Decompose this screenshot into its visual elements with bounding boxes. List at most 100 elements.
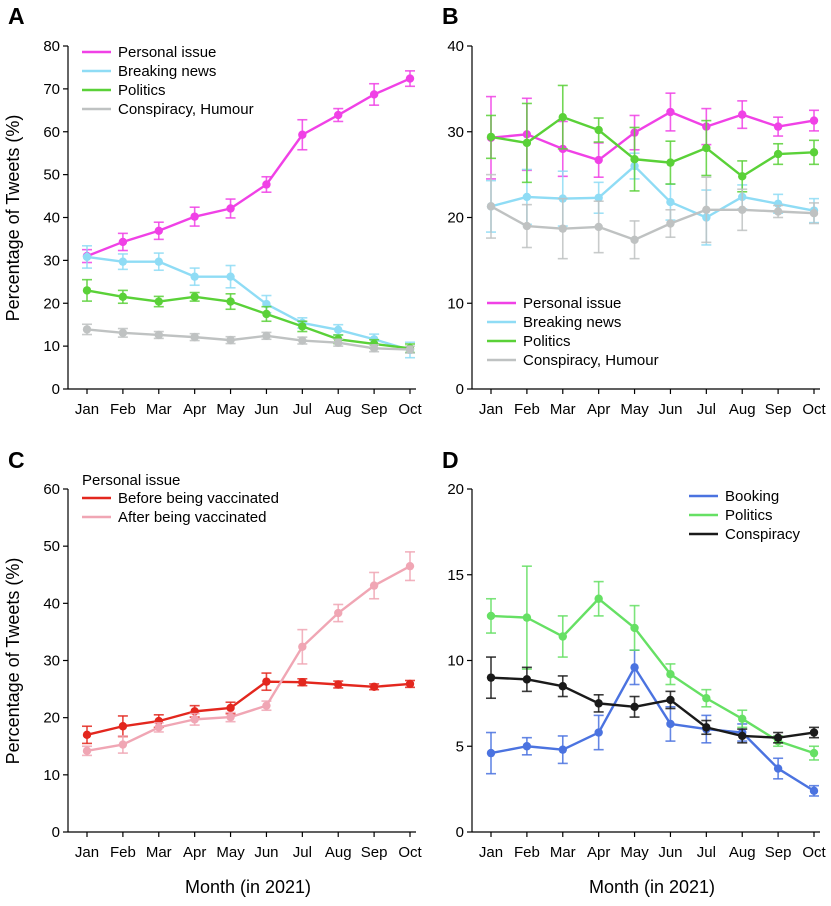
series-personal-issue	[82, 70, 415, 264]
y-axis-title-top: Percentage of Tweets (%)	[3, 115, 23, 322]
x-tick-label: May	[216, 401, 245, 418]
series-booking	[486, 649, 819, 797]
series-conspiracy-humour	[82, 323, 415, 354]
x-tick-label: May	[620, 844, 649, 861]
x-tick-label: Aug	[325, 401, 352, 418]
series-politics	[486, 565, 819, 761]
data-point	[82, 286, 92, 295]
data-point	[594, 594, 603, 603]
x-tick-label: Jun	[658, 401, 682, 418]
y-tick-label: 0	[52, 824, 60, 841]
x-tick-label: Apr	[587, 401, 610, 418]
data-point	[486, 202, 496, 211]
legend-label: Conspiracy, Humour	[523, 352, 659, 369]
data-point	[369, 581, 379, 590]
x-axis-title-right: Month (in 2021)	[589, 877, 715, 897]
legend-label: Before being vaccinated	[118, 490, 279, 507]
x-tick-label: Aug	[325, 844, 352, 861]
y-tick-label: 60	[43, 124, 60, 141]
data-point	[594, 193, 603, 202]
series-conspiracy-humour	[486, 173, 819, 260]
data-point	[702, 205, 711, 214]
data-point	[334, 680, 343, 689]
data-point	[334, 110, 343, 120]
data-point	[666, 670, 675, 679]
data-point	[809, 148, 819, 157]
data-point	[226, 204, 235, 213]
x-tick-label: Apr	[183, 844, 206, 861]
x-tick-label: Jan	[479, 401, 503, 418]
x-tick-label: Apr	[587, 844, 610, 861]
legend-label: After being vaccinated	[118, 509, 266, 526]
y-tick-label: 50	[43, 167, 60, 184]
data-point	[190, 212, 199, 221]
data-point	[226, 703, 235, 713]
panel-letter: D	[442, 447, 459, 473]
y-tick-label: 10	[43, 338, 60, 355]
data-point	[118, 328, 128, 338]
data-point	[773, 207, 783, 216]
data-point	[630, 663, 639, 672]
data-point	[298, 322, 307, 331]
panel-letter: C	[8, 447, 25, 473]
data-point	[369, 682, 379, 691]
data-point	[262, 677, 271, 686]
data-point	[486, 673, 496, 682]
data-point	[666, 695, 675, 705]
data-point	[522, 221, 532, 231]
x-tick-label: Jun	[254, 844, 278, 861]
x-tick-label: Sep	[361, 401, 388, 418]
data-point	[630, 154, 639, 164]
data-point	[82, 746, 92, 756]
data-point	[82, 325, 92, 334]
data-point	[630, 702, 639, 712]
data-point	[226, 297, 235, 306]
data-point	[226, 272, 235, 281]
data-point	[154, 257, 163, 266]
data-point	[558, 112, 567, 122]
series-line	[490, 676, 815, 739]
data-point	[262, 180, 271, 189]
series-line	[86, 328, 411, 351]
series-line	[86, 565, 411, 753]
data-point	[82, 730, 92, 740]
y-tick-label: 40	[447, 38, 464, 55]
data-point	[405, 74, 415, 83]
legend-label: Conspiracy, Humour	[118, 101, 254, 118]
panel-letter: A	[8, 3, 25, 29]
series-line	[86, 680, 411, 736]
data-point	[262, 331, 271, 341]
x-tick-label: Oct	[398, 844, 422, 861]
data-point	[405, 345, 415, 354]
data-point	[558, 632, 567, 641]
data-point	[486, 748, 496, 758]
data-point	[298, 642, 307, 651]
y-tick-label: 20	[447, 481, 464, 498]
data-point	[405, 561, 415, 571]
data-point	[773, 733, 783, 742]
data-point	[154, 723, 163, 732]
x-tick-label: Jan	[75, 401, 99, 418]
x-tick-label: May	[620, 401, 649, 418]
data-point	[190, 292, 199, 302]
legend-title: Personal issue	[82, 472, 180, 489]
data-point	[594, 222, 603, 232]
y-tick-label: 30	[43, 252, 60, 269]
data-point	[82, 252, 92, 262]
x-tick-label: Sep	[765, 844, 792, 861]
x-tick-label: Jan	[75, 844, 99, 861]
data-point	[738, 205, 747, 214]
x-tick-label: Jul	[697, 844, 716, 861]
x-tick-label: Oct	[802, 401, 826, 418]
data-point	[226, 335, 235, 345]
legend: Personal issue Breaking news Politics Consp…	[82, 44, 254, 118]
x-tick-label: Feb	[110, 844, 136, 861]
series-line	[490, 205, 815, 241]
data-point	[154, 226, 163, 235]
data-point	[773, 764, 783, 773]
series-line	[86, 255, 411, 352]
data-point	[702, 143, 711, 153]
x-tick-label: Oct	[398, 401, 422, 418]
y-tick-label: 60	[43, 481, 60, 498]
series-conspiracy	[486, 656, 819, 744]
